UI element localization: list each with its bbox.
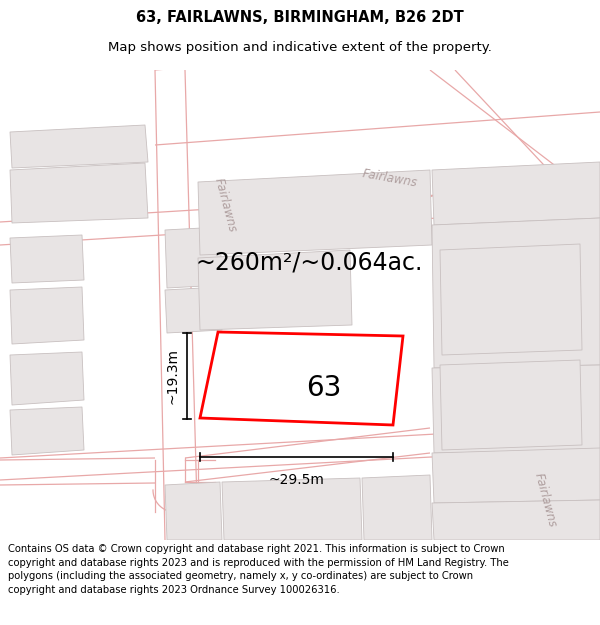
Text: 63: 63 bbox=[306, 374, 341, 402]
Text: Contains OS data © Crown copyright and database right 2021. This information is : Contains OS data © Crown copyright and d… bbox=[8, 544, 509, 595]
Text: ~29.5m: ~29.5m bbox=[269, 473, 325, 487]
Text: Fairlawns: Fairlawns bbox=[211, 176, 239, 234]
Text: Fairlawns: Fairlawns bbox=[361, 167, 419, 189]
Text: ~260m²/~0.064ac.: ~260m²/~0.064ac. bbox=[195, 250, 422, 274]
Text: 63, FAIRLAWNS, BIRMINGHAM, B26 2DT: 63, FAIRLAWNS, BIRMINGHAM, B26 2DT bbox=[136, 11, 464, 26]
Text: Fairlawns: Fairlawns bbox=[532, 471, 559, 529]
Text: ~19.3m: ~19.3m bbox=[166, 348, 180, 404]
Text: Map shows position and indicative extent of the property.: Map shows position and indicative extent… bbox=[108, 41, 492, 54]
